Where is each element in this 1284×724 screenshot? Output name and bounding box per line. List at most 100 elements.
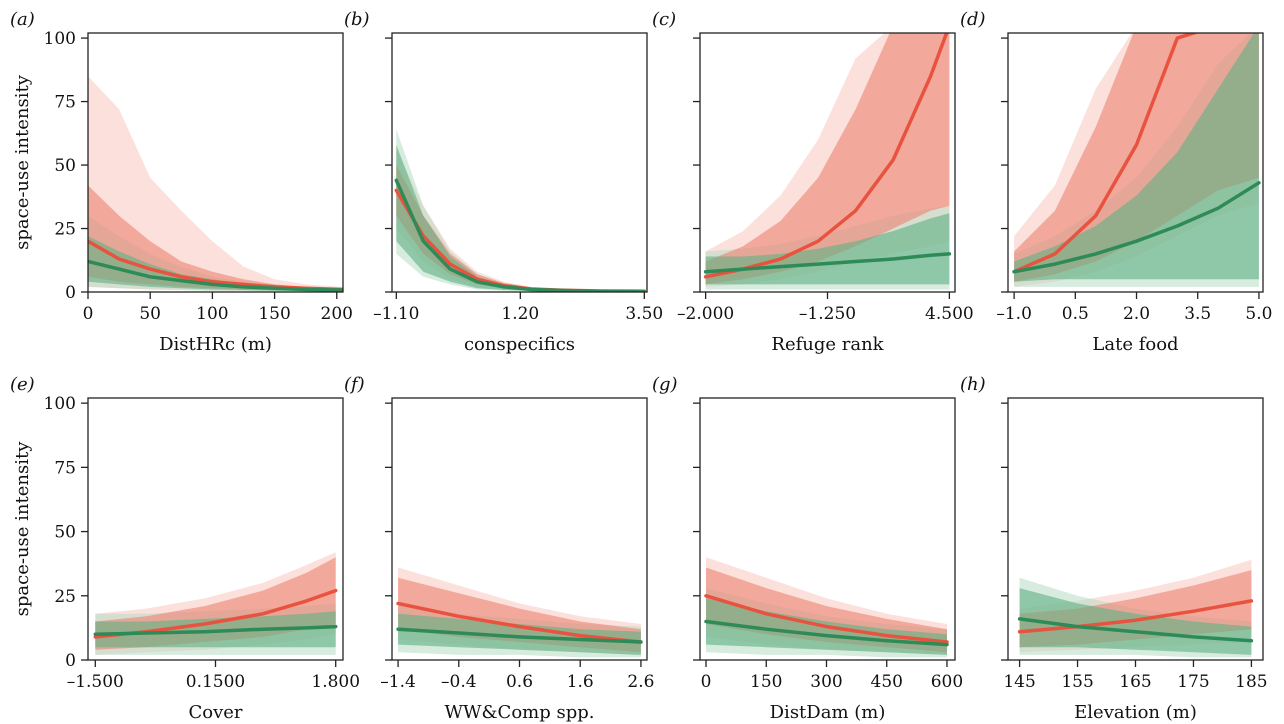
green-mean-line-7 bbox=[704, 619, 949, 647]
x-tick-label: 175 bbox=[1177, 672, 1209, 692]
x-tick-label: 150 bbox=[258, 304, 290, 324]
panel-1: 0 25 50 75 100 0 50 100 150 200 DistHRc (m) space-u… bbox=[10, 9, 353, 355]
red-mean-line-8 bbox=[1017, 599, 1254, 634]
x-tick-label: 2.0 bbox=[1123, 304, 1150, 324]
x-tick-label: –0.4 bbox=[441, 672, 477, 692]
y-tick-label: 75 bbox=[54, 93, 76, 113]
y-axis-label: space-use intensity bbox=[12, 74, 33, 250]
green-inner-band-4 bbox=[1014, 33, 1259, 282]
panel-tag: (e) bbox=[10, 374, 35, 395]
x-tick-label: 185 bbox=[1235, 672, 1267, 692]
x-tick-label: –1.250 bbox=[799, 304, 856, 324]
panel-tag: (b) bbox=[344, 9, 370, 30]
x-tick-label: 3.5 bbox=[1184, 304, 1211, 324]
plot-area-8 bbox=[1017, 559, 1254, 658]
x-tick-label: 155 bbox=[1061, 672, 1093, 692]
panel-frame-2 bbox=[391, 32, 648, 293]
red-inner-band-4 bbox=[1014, 33, 1259, 282]
x-tick-label: –1.4 bbox=[380, 672, 416, 692]
green-mean-line-8 bbox=[1017, 617, 1254, 643]
green-mean-line-1 bbox=[88, 259, 343, 292]
x-tick-label: 200 bbox=[321, 304, 353, 324]
panel-3: –2.000 –1.250 4.500 Refuge rank (c) bbox=[652, 9, 974, 355]
panel-tag: (g) bbox=[652, 374, 678, 395]
x-axis-label: Elevation (m) bbox=[1074, 702, 1197, 723]
panel-tag: (d) bbox=[960, 9, 986, 30]
x-tick-label: 3.50 bbox=[625, 304, 663, 324]
x-tick-label: –1.0 bbox=[996, 304, 1032, 324]
x-axis-label: conspecifics bbox=[464, 334, 575, 355]
green-mean-line-2 bbox=[394, 178, 647, 292]
panel-tag: (c) bbox=[652, 9, 676, 30]
green-inner-band-2 bbox=[396, 144, 645, 292]
red-outer-band-1 bbox=[88, 76, 343, 292]
x-axis-label: Cover bbox=[188, 702, 242, 723]
panel-6: –1.4 –0.4 0.6 1.6 2.6 WW&Comp spp. (f) bbox=[344, 374, 654, 723]
red-mean-line-7 bbox=[704, 594, 949, 644]
plot-area-5 bbox=[93, 552, 338, 655]
x-tick-label: 0 bbox=[701, 672, 712, 692]
x-tick-label: 150 bbox=[750, 672, 782, 692]
plot-area-6 bbox=[396, 567, 643, 658]
red-mean-line-6 bbox=[396, 601, 643, 644]
x-tick-label: 300 bbox=[810, 672, 842, 692]
green-mean-line-5 bbox=[93, 624, 338, 637]
green-inner-band-5 bbox=[95, 611, 336, 648]
panel-8: 145 155 165 175 185 Elevation (m) (h) bbox=[960, 374, 1268, 723]
y-tick-label: 0 bbox=[65, 283, 76, 303]
x-axis-label: WW&Comp spp. bbox=[445, 702, 595, 723]
x-tick-label: 4.500 bbox=[925, 304, 974, 324]
y-tick-label: 25 bbox=[54, 220, 76, 240]
x-axis-label: DistDam (m) bbox=[770, 702, 886, 723]
x-tick-label: 100 bbox=[196, 304, 228, 324]
x-axis-label: Late food bbox=[1092, 334, 1178, 355]
red-inner-band-3 bbox=[705, 33, 950, 285]
x-tick-label: 5.0 bbox=[1245, 304, 1272, 324]
plot-area-2 bbox=[394, 129, 647, 292]
y-tick-label: 25 bbox=[54, 587, 76, 607]
panel-7: 0 150 300 450 600 DistDam (m) (g) bbox=[652, 374, 963, 723]
y-tick-label: 50 bbox=[54, 523, 76, 543]
x-tick-label: 1.6 bbox=[567, 672, 594, 692]
x-tick-label: –1.10 bbox=[373, 304, 419, 324]
x-axis-label: DistHRc (m) bbox=[159, 334, 272, 355]
y-axis-label: space-use intensity bbox=[12, 441, 33, 617]
panel-tag: (h) bbox=[960, 374, 986, 395]
panel-tag: (a) bbox=[10, 9, 35, 30]
panel-frame-7 bbox=[699, 397, 956, 661]
x-tick-label: –2.000 bbox=[677, 304, 734, 324]
panel-4: –1.0 0.5 2.0 3.5 5.0 Late food (d) bbox=[960, 9, 1272, 355]
green-mean-line-6 bbox=[396, 627, 643, 644]
panel-frame-4 bbox=[1007, 32, 1264, 293]
x-tick-label: 0 bbox=[83, 304, 94, 324]
plot-area-1 bbox=[88, 76, 343, 292]
x-tick-label: 0.6 bbox=[506, 672, 533, 692]
plot-area-3 bbox=[703, 33, 952, 290]
green-mean-line-4 bbox=[1012, 181, 1261, 274]
plot-area-7 bbox=[704, 557, 949, 658]
x-axis-label: Refuge rank bbox=[771, 334, 884, 355]
x-tick-label: 1.800 bbox=[311, 672, 360, 692]
x-tick-label: 2.6 bbox=[627, 672, 654, 692]
x-tick-label: 600 bbox=[931, 672, 963, 692]
y-tick-label: 0 bbox=[65, 651, 76, 671]
red-mean-line-4 bbox=[1012, 33, 1200, 274]
x-tick-label: –1.500 bbox=[67, 672, 124, 692]
x-tick-label: 145 bbox=[1003, 672, 1035, 692]
y-tick-label: 100 bbox=[44, 29, 76, 49]
y-tick-label: 100 bbox=[44, 394, 76, 414]
panel-2: –1.10 1.20 3.50 conspecifics (b) bbox=[344, 9, 663, 355]
panel-frame-1 bbox=[87, 32, 344, 293]
red-outer-band-2 bbox=[396, 149, 645, 292]
x-tick-label: 0.5 bbox=[1062, 304, 1089, 324]
red-inner-band-1 bbox=[88, 185, 343, 291]
x-tick-label: 50 bbox=[139, 304, 161, 324]
y-tick-label: 50 bbox=[54, 156, 76, 176]
x-tick-label: 1.20 bbox=[501, 304, 539, 324]
panel-tag: (f) bbox=[344, 374, 365, 395]
y-tick-label: 75 bbox=[54, 458, 76, 478]
panel-5: 0 25 50 75 100 –1.500 0.1500 1.800 Cover space-us… bbox=[10, 374, 360, 723]
x-tick-label: 165 bbox=[1119, 672, 1151, 692]
x-tick-label: 0.1500 bbox=[186, 672, 245, 692]
